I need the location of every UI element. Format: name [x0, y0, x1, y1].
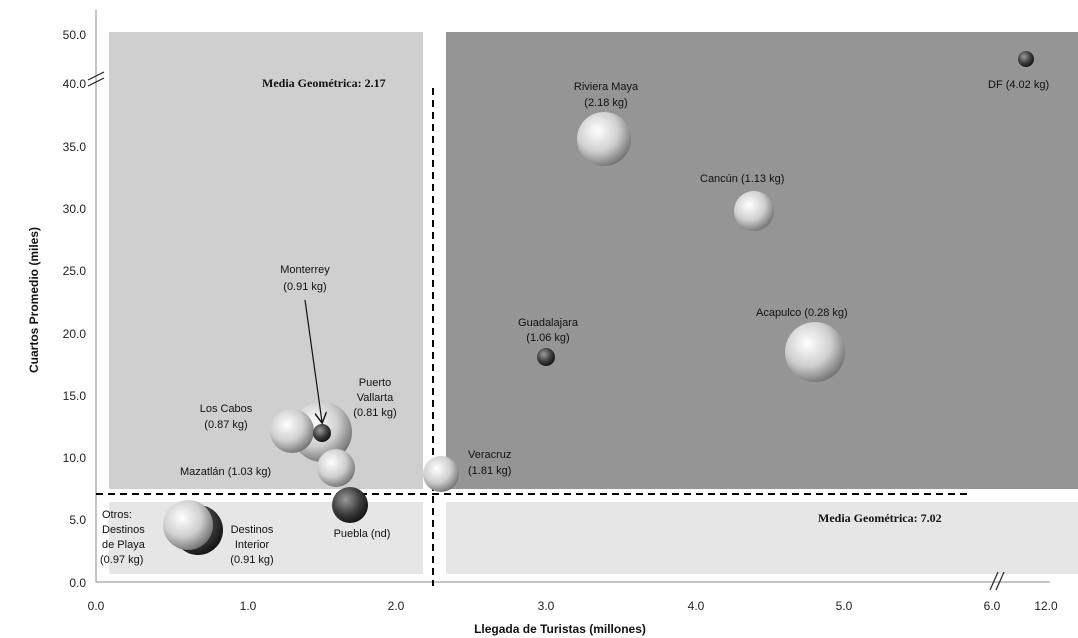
- label-veracruz-2: (1.81 kg): [468, 465, 511, 477]
- quadrant-top-left: [109, 32, 423, 489]
- label-otros-3: de Playa: [102, 539, 146, 551]
- label-cancun: Cancún (1.13 kg): [700, 173, 784, 185]
- label-los-cabos-2: (0.87 kg): [204, 419, 247, 431]
- label-riviera-maya-2: (2.18 kg): [584, 97, 627, 109]
- bubble-los-cabos: [270, 409, 314, 453]
- label-destinos-interior-1: Destinos: [231, 524, 274, 536]
- label-los-cabos-1: Los Cabos: [200, 403, 253, 415]
- label-acapulco: Acapulco (0.28 kg): [756, 307, 848, 319]
- bubble-monterrey: [313, 424, 331, 442]
- y-tick-label: 50.0: [63, 28, 87, 42]
- label-otros-4: (0.97 kg): [100, 554, 143, 566]
- bubble-guadalajara: [537, 348, 555, 366]
- bubble-puebla: [332, 487, 368, 523]
- y-tick-label: 5.0: [69, 513, 86, 527]
- y-axis-title: Cuartos Promedio (miles): [27, 227, 41, 373]
- label-destinos-interior-3: (0.91 kg): [230, 554, 273, 566]
- x-tick-label: 2.0: [388, 599, 405, 613]
- label-monterrey-2: (0.91 kg): [283, 281, 326, 293]
- monterrey-arrow: [304, 299, 322, 422]
- label-puerto-vallarta-1: Puerto: [359, 377, 391, 389]
- label-df: DF (4.02 kg): [988, 79, 1049, 91]
- label-puerto-vallarta-3: (0.81 kg): [353, 407, 396, 419]
- x-tick-labels: 0.0 1.0 2.0 3.0 4.0 5.0 6.0 12.0: [88, 599, 1058, 613]
- media-y-label: Media Geométrica: 7.02: [818, 511, 942, 525]
- y-tick-labels: 0.0 5.0 10.0 15.0 20.0 25.0 30.0 35.0 40…: [63, 28, 87, 590]
- y-tick-label: 20.0: [63, 327, 87, 341]
- media-x-label: Media Geométrica: 2.17: [262, 76, 386, 90]
- bubble-mazatlan: [317, 449, 355, 487]
- label-monterrey-1: Monterrey: [280, 264, 330, 276]
- y-tick-label: 30.0: [63, 202, 87, 216]
- quadrant-bottom-left: [109, 502, 423, 574]
- bubble-acapulco: [785, 322, 845, 382]
- x-tick-label: 1.0: [240, 599, 257, 613]
- quadrant-top-right: [446, 32, 1078, 489]
- label-guadalajara-2: (1.06 kg): [526, 332, 569, 344]
- y-axis-break: [87, 71, 105, 87]
- x-axis-title: Llegada de Turistas (millones): [474, 622, 646, 636]
- label-otros-2: Destinos: [102, 524, 145, 536]
- bubbles: [163, 51, 1034, 555]
- label-veracruz-1: Veracruz: [468, 449, 511, 461]
- y-tick-label: 35.0: [63, 140, 87, 154]
- x-tick-label: 4.0: [688, 599, 705, 613]
- x-tick-label: 12.0: [1034, 599, 1058, 613]
- bubble-destinos-playa: [163, 500, 213, 550]
- y-tick-label: 40.0: [63, 77, 87, 91]
- y-tick-label: 0.0: [69, 576, 86, 590]
- label-mazatlan: Mazatlán (1.03 kg): [180, 466, 271, 478]
- x-tick-label: 6.0: [984, 599, 1001, 613]
- x-tick-label: 3.0: [538, 599, 555, 613]
- label-puebla: Puebla (nd): [334, 528, 391, 540]
- quadrant-bottom-right: [446, 502, 1078, 574]
- label-puerto-vallarta-2: Vallarta: [357, 392, 394, 404]
- bubble-riviera-maya: [577, 112, 631, 166]
- x-tick-label: 0.0: [88, 599, 105, 613]
- bubble-df: [1018, 51, 1034, 67]
- y-tick-label: 25.0: [63, 264, 87, 278]
- y-tick-label: 10.0: [63, 451, 87, 465]
- label-destinos-interior-2: Interior: [235, 539, 270, 551]
- x-tick-label: 5.0: [836, 599, 853, 613]
- label-otros-1: Otros:: [102, 509, 132, 521]
- label-riviera-maya-1: Riviera Maya: [574, 81, 639, 93]
- x-axis-break: [989, 571, 1005, 591]
- bubble-veracruz: [423, 456, 459, 492]
- y-tick-label: 15.0: [63, 389, 87, 403]
- label-guadalajara-1: Guadalajara: [518, 317, 579, 329]
- data-labels: DF (4.02 kg) Riviera Maya (2.18 kg) Canc…: [100, 79, 1049, 566]
- bubble-cancun: [734, 191, 774, 231]
